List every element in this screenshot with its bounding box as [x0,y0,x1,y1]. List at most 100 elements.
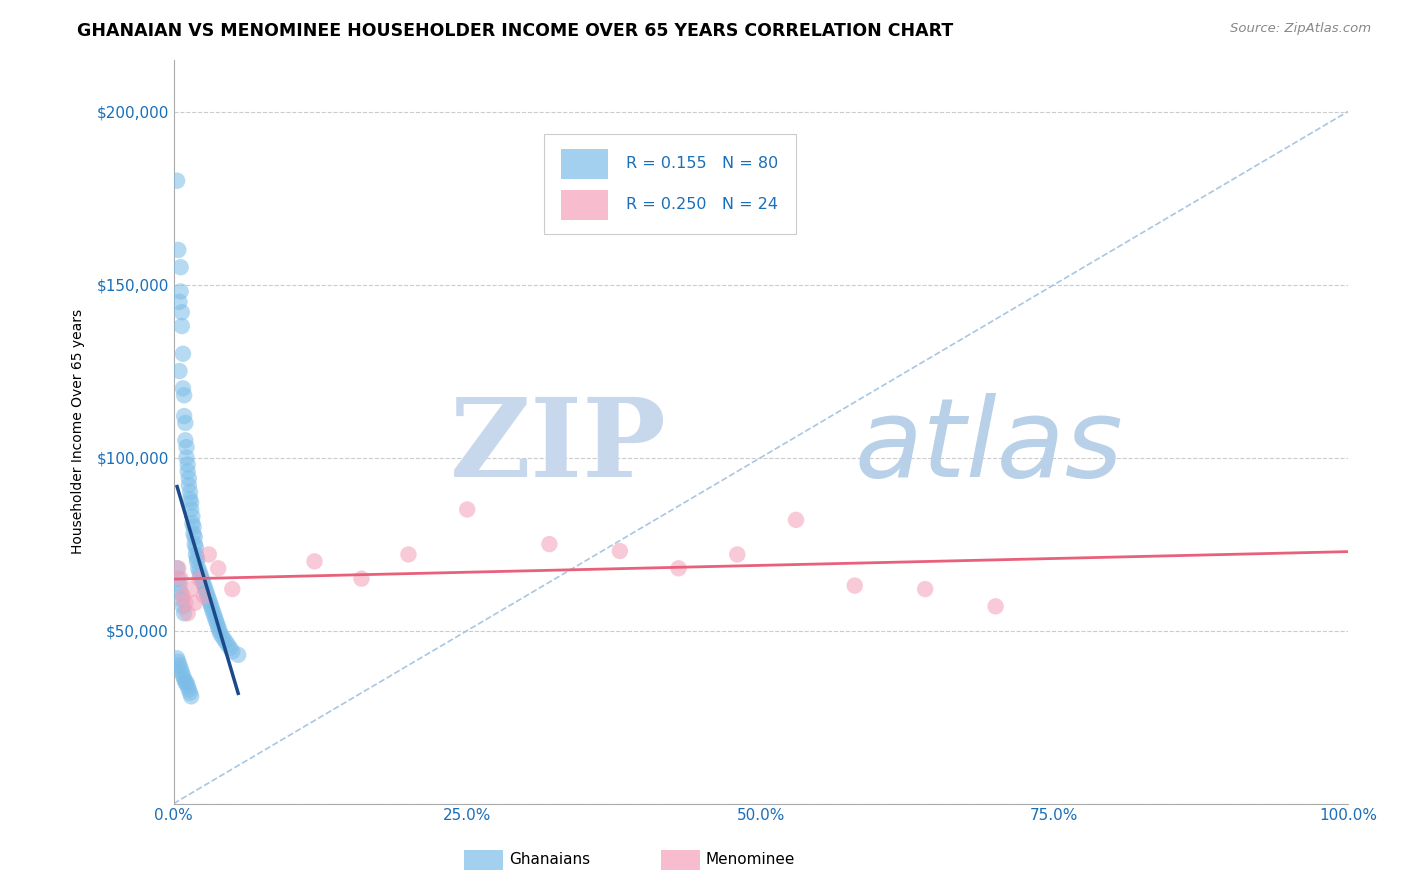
Y-axis label: Householder Income Over 65 years: Householder Income Over 65 years [72,309,86,554]
Point [172,668,194,682]
Point [209,627,232,641]
Bar [544,134,796,235]
Point [180,502,202,516]
Point [176,607,198,621]
Point [207,620,229,634]
Point [169,572,191,586]
Point [200,599,222,614]
Point [183,537,205,551]
Point [197,589,219,603]
Point [194,582,217,596]
Point [179,485,201,500]
Point [198,548,221,562]
Point [169,658,191,673]
Point [785,513,807,527]
Point [177,682,200,697]
Point [174,675,197,690]
Point [169,662,191,676]
Text: atlas: atlas [855,393,1123,500]
Point [217,637,239,651]
Point [184,548,207,562]
Point [180,495,202,509]
Point [187,561,209,575]
Point [172,381,194,395]
Point [169,364,191,378]
Point [609,544,631,558]
Point [914,582,936,596]
Point [166,174,188,188]
Point [221,644,243,658]
Point [167,655,190,669]
Point [170,665,193,679]
Point [176,450,198,465]
Point [172,589,194,603]
Point [169,285,191,299]
Point [398,548,420,562]
Point [173,409,195,423]
Point [169,579,191,593]
Point [195,585,218,599]
Point [538,537,561,551]
Point [984,599,1007,614]
Point [179,686,201,700]
Point [180,690,202,704]
Point [173,607,195,621]
Point [183,526,205,541]
Point [176,458,198,472]
Point [183,520,205,534]
Point [214,634,236,648]
Point [167,243,190,257]
Point [188,565,211,579]
Bar [561,149,609,178]
Point [172,347,194,361]
Text: ZIP: ZIP [450,393,666,500]
Point [668,561,690,575]
Point [174,434,197,448]
Point [173,672,195,686]
Point [186,554,208,568]
Point [181,509,204,524]
Point [174,416,197,430]
Point [177,471,200,485]
Point [173,388,195,402]
Text: Ghanaians: Ghanaians [509,853,591,867]
Point [172,599,194,614]
Point [202,607,225,621]
Point [176,679,198,693]
Point [190,568,212,582]
Point [193,589,215,603]
Point [221,582,243,596]
Point [169,294,191,309]
Point [204,609,226,624]
Point [179,492,201,507]
Point [725,548,748,562]
Text: R = 0.155   N = 80: R = 0.155 N = 80 [626,156,778,171]
Point [176,440,198,454]
Point [191,575,214,590]
Point [167,572,190,586]
Point [167,561,190,575]
Point [207,561,229,575]
Point [166,651,188,665]
Point [169,585,191,599]
Point [198,592,221,607]
Point [456,502,478,516]
Point [208,624,231,638]
Point [193,579,215,593]
Point [170,305,193,319]
Point [219,640,242,655]
Point [183,530,205,544]
Point [184,541,207,555]
Bar [561,190,609,219]
Point [177,478,200,492]
Point [170,319,193,334]
Text: Source: ZipAtlas.com: Source: ZipAtlas.com [1230,22,1371,36]
Point [212,631,235,645]
Point [176,675,198,690]
Text: GHANAIAN VS MENOMINEE HOUSEHOLDER INCOME OVER 65 YEARS CORRELATION CHART: GHANAIAN VS MENOMINEE HOUSEHOLDER INCOME… [77,22,953,40]
Point [180,582,202,596]
Point [844,579,866,593]
Point [188,572,211,586]
Point [186,550,208,565]
Point [183,596,205,610]
